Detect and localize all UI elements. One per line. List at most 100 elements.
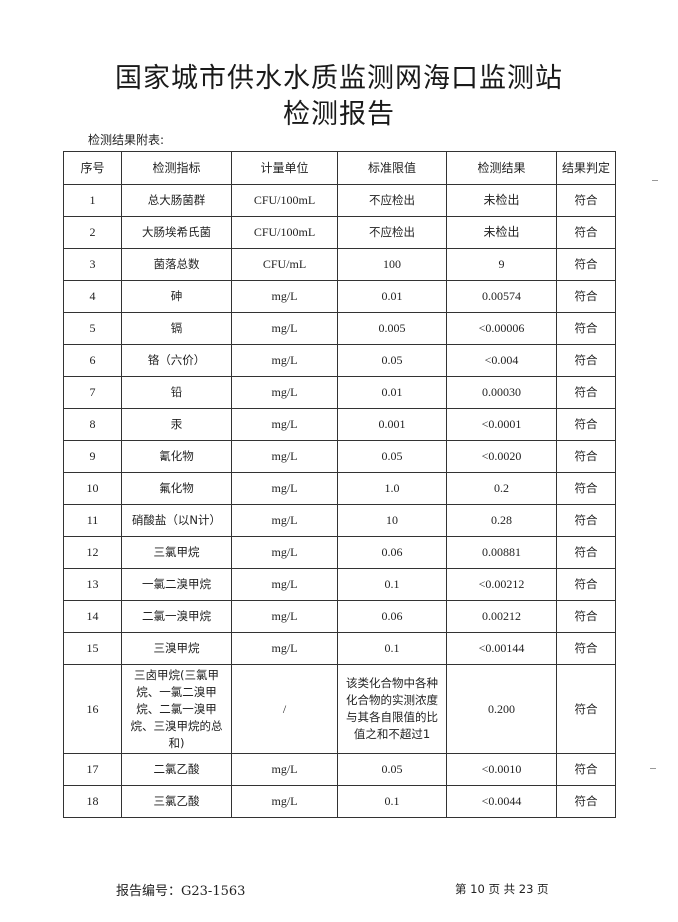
table-cell: <0.00144 (446, 632, 557, 665)
table-cell: 符合 (556, 312, 616, 345)
table-cell: 0.1 (337, 568, 447, 601)
table-cell: 0.05 (337, 753, 447, 786)
table-cell: 未检出 (446, 216, 557, 249)
table-row: 7 铅 mg/L 0.01 0.00030 符合 (63, 376, 616, 409)
table-row: 5 镉 mg/L 0.005 <0.00006 符合 (63, 312, 616, 345)
table-cell: 总大肠菌群 (121, 184, 232, 217)
table-cell: mg/L (231, 600, 338, 633)
table-cell: 9 (63, 440, 122, 473)
table-cell: 氰化物 (121, 440, 232, 473)
table-cell: 3 (63, 248, 122, 281)
table-cell: 符合 (556, 472, 616, 505)
results-table: 序号 检测指标 计量单位 标准限值 检测结果 结果判定 1 总大肠菌群 CFU/100mL 不应检… (63, 151, 616, 818)
table-cell: 二氯乙酸 (121, 753, 232, 786)
table-cell: mg/L (231, 280, 338, 313)
table-row: 1 总大肠菌群 CFU/100mL 不应检出 未检出 符合 (63, 184, 616, 217)
table-cell: mg/L (231, 344, 338, 377)
table-cell: 铬（六价） (121, 344, 232, 377)
table-cell: 0.06 (337, 600, 447, 633)
table-cell: 符合 (556, 536, 616, 569)
table-cell: 符合 (556, 600, 616, 633)
column-header: 标准限值 (337, 151, 447, 185)
table-cell: 铅 (121, 376, 232, 409)
table-row: 8 汞 mg/L 0.001 <0.0001 符合 (63, 408, 616, 441)
table-cell: 17 (63, 753, 122, 786)
column-header: 结果判定 (556, 151, 616, 185)
table-cell: / (231, 664, 338, 754)
table-cell: <0.00006 (446, 312, 557, 345)
table-cell: 一氯二溴甲烷 (121, 568, 232, 601)
table-row: 3 菌落总数 CFU/mL 100 9 符合 (63, 248, 616, 281)
table-cell: mg/L (231, 408, 338, 441)
table-cell: 硝酸盐（以N计） (121, 504, 232, 537)
table-cell: 7 (63, 376, 122, 409)
table-header-row: 序号 检测指标 计量单位 标准限值 检测结果 结果判定 (63, 151, 616, 185)
table-cell: 6 (63, 344, 122, 377)
table-cell: 14 (63, 600, 122, 633)
table-cell: 符合 (556, 664, 616, 754)
table-cell: <0.0044 (446, 785, 557, 818)
table-cell: 三氯甲烷 (121, 536, 232, 569)
table-cell: 镉 (121, 312, 232, 345)
table-cell: 18 (63, 785, 122, 818)
table-cell: <0.00212 (446, 568, 557, 601)
table-row: 15 三溴甲烷 mg/L 0.1 <0.00144 符合 (63, 632, 616, 665)
table-cell: 0.00881 (446, 536, 557, 569)
table-cell: 符合 (556, 184, 616, 217)
table-cell: 16 (63, 664, 122, 754)
table-cell: 不应检出 (337, 184, 447, 217)
table-cell: 未检出 (446, 184, 557, 217)
table-row: 18 三氯乙酸 mg/L 0.1 <0.0044 符合 (63, 785, 616, 818)
table-cell: mg/L (231, 536, 338, 569)
table-cell: 11 (63, 504, 122, 537)
table-cell: <0.0020 (446, 440, 557, 473)
table-cell: 三溴甲烷 (121, 632, 232, 665)
table-cell: 0.00030 (446, 376, 557, 409)
table-cell: 符合 (556, 216, 616, 249)
table-cell: mg/L (231, 785, 338, 818)
table-cell: <0.0010 (446, 753, 557, 786)
table-cell: 大肠埃希氏菌 (121, 216, 232, 249)
table-cell: 2 (63, 216, 122, 249)
table-row: 14 二氯一溴甲烷 mg/L 0.06 0.00212 符合 (63, 600, 616, 633)
table-cell: 氟化物 (121, 472, 232, 505)
table-cell: 1 (63, 184, 122, 217)
table-cell: 100 (337, 248, 447, 281)
column-header: 检测指标 (121, 151, 232, 185)
table-cell: <0.0001 (446, 408, 557, 441)
table-row: 10 氟化物 mg/L 1.0 0.2 符合 (63, 472, 616, 505)
table-cell: 0.01 (337, 280, 447, 313)
table-cell: 符合 (556, 376, 616, 409)
column-header: 序号 (63, 151, 122, 185)
document-title: 国家城市供水水质监测网海口监测站 (115, 63, 563, 94)
table-cell: CFU/mL (231, 248, 338, 281)
table-cell: 三氯乙酸 (121, 785, 232, 818)
table-row: 17 二氯乙酸 mg/L 0.05 <0.0010 符合 (63, 753, 616, 786)
table-cell: mg/L (231, 376, 338, 409)
table-cell: 1.0 (337, 472, 447, 505)
table-cell: 砷 (121, 280, 232, 313)
table-cell: 菌落总数 (121, 248, 232, 281)
table-cell: 符合 (556, 504, 616, 537)
table-cell: 0.01 (337, 376, 447, 409)
table-cell: mg/L (231, 568, 338, 601)
table-cell: 9 (446, 248, 557, 281)
table-cell: CFU/100mL (231, 216, 338, 249)
scan-mark (652, 180, 658, 181)
table-cell: 5 (63, 312, 122, 345)
table-cell: 8 (63, 408, 122, 441)
table-cell: 4 (63, 280, 122, 313)
table-cell: CFU/100mL (231, 184, 338, 217)
table-cell: mg/L (231, 753, 338, 786)
table-cell: 二氯一溴甲烷 (121, 600, 232, 633)
table-cell: <0.004 (446, 344, 557, 377)
table-cell: 0.001 (337, 408, 447, 441)
table-cell: 0.05 (337, 344, 447, 377)
document-subtitle: 检测报告 (283, 99, 395, 130)
table-cell: 0.05 (337, 440, 447, 473)
table-cell: 0.1 (337, 785, 447, 818)
column-header: 计量单位 (231, 151, 338, 185)
page-number: 第 10 页 共 23 页 (455, 882, 549, 896)
table-cell: 0.00212 (446, 600, 557, 633)
table-cell: 10 (63, 472, 122, 505)
